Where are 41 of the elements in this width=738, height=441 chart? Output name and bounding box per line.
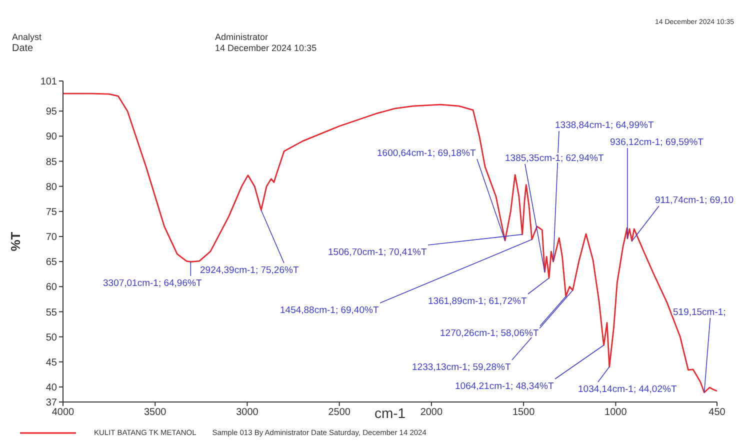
x-tick-label: 3500 bbox=[144, 407, 167, 418]
x-tick-label: 450 bbox=[708, 407, 726, 418]
y-tick-label: 60 bbox=[46, 282, 58, 294]
y-tick-label: 70 bbox=[46, 232, 58, 244]
x-tick-label: 2500 bbox=[328, 407, 351, 418]
y-tick-label: 40 bbox=[46, 382, 58, 394]
chart-title: Analyst bbox=[12, 32, 42, 42]
x-axis-title: cm-1 bbox=[374, 405, 406, 421]
annotation: 1034,14cm-1; 44,02%T bbox=[578, 384, 677, 395]
y-tick-label: 65 bbox=[46, 257, 58, 268]
y-tick-label: 80 bbox=[46, 182, 58, 193]
y-tick-label: 55 bbox=[46, 307, 58, 318]
annotation: 1506,70cm-1; 70,41%T bbox=[328, 247, 427, 258]
y-tick-label: 85 bbox=[46, 156, 58, 168]
annotation: 911,74cm-1; 69,10 bbox=[655, 195, 734, 206]
annotation: 1064,21cm-1; 48,34%T bbox=[455, 381, 554, 392]
y-tick-label: 45 bbox=[46, 357, 58, 368]
y-axis-title: %T bbox=[8, 232, 23, 252]
x-tick-label: 1000 bbox=[604, 407, 628, 418]
annotation: 1454,88cm-1; 69,40%T bbox=[280, 305, 379, 316]
annotation: 1233,13cm-1; 59,28%T bbox=[412, 362, 511, 373]
x-tick-label: 2000 bbox=[420, 407, 444, 418]
y-tick-label: 95 bbox=[46, 106, 58, 118]
y-tick-label: 101 bbox=[40, 76, 58, 88]
annotation: 936,12cm-1; 69,59%T bbox=[610, 137, 704, 148]
x-tick-label: 3000 bbox=[236, 407, 259, 418]
y-tick-label: 50 bbox=[46, 332, 58, 344]
annotation: 1361,89cm-1; 61,72%T bbox=[428, 296, 527, 307]
x-tick-label: 4000 bbox=[52, 407, 75, 418]
annotation: 1338,84cm-1; 64,99%T bbox=[555, 120, 654, 131]
annotation: 3307,01cm-1; 64,96%T bbox=[103, 278, 202, 289]
y-tick-label: 90 bbox=[46, 132, 58, 143]
text: 14 December 2024 10:35 bbox=[215, 43, 317, 53]
y-tick-label: 37 bbox=[46, 398, 58, 409]
chart-subtitle: Date bbox=[12, 43, 34, 54]
annotation: 2924,39cm-1; 75,26%T bbox=[200, 265, 299, 276]
y-tick-label: 75 bbox=[46, 206, 58, 218]
x-tick-label: 1500 bbox=[512, 407, 536, 418]
annotation: 519,15cm-1; bbox=[673, 307, 726, 318]
annotation: 1600,64cm-1; 69,18%T bbox=[377, 148, 476, 159]
text: Administrator bbox=[215, 32, 268, 42]
